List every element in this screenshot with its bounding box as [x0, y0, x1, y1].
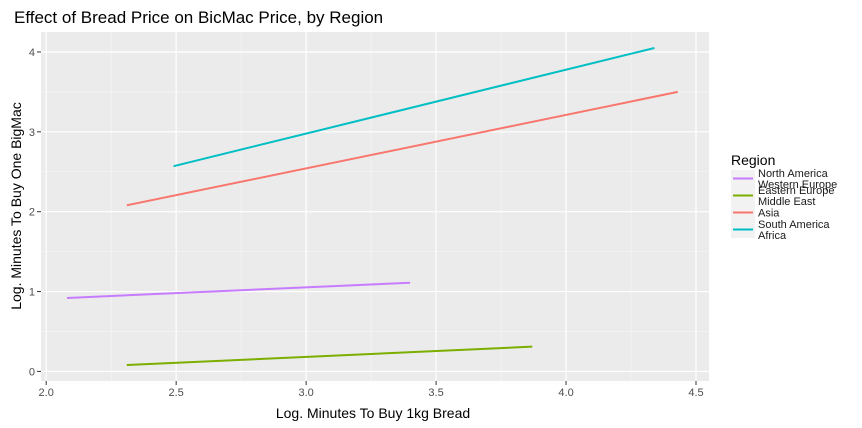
series-line — [173, 47, 655, 168]
x-tick-label: 4.0 — [558, 387, 573, 399]
legend-label: South America Africa — [758, 219, 830, 242]
legend-label: Eastern Europe Middle East — [758, 185, 834, 208]
plot-panel — [41, 32, 709, 381]
y-tick-label: 3 — [29, 127, 35, 139]
x-tick-label: 2.5 — [169, 387, 184, 399]
x-tick-label: 2.0 — [39, 387, 54, 399]
x-tick-label: 3.5 — [428, 387, 443, 399]
minor-gridlines — [41, 32, 709, 381]
y-tick-label: 1 — [29, 287, 35, 299]
y-axis-title: Log. Minutes To Buy One BigMac — [8, 102, 24, 310]
y-tick-label: 2 — [29, 207, 35, 219]
x-tick-label: 3.0 — [298, 387, 313, 399]
series-lines — [66, 47, 679, 367]
legend-label: Asia — [758, 208, 780, 220]
legend-label: North America Western Europe — [758, 168, 837, 191]
y-axis-ticks: 0 1 2 3 4 — [29, 47, 41, 378]
series-line — [126, 345, 533, 367]
series-line — [126, 90, 679, 207]
major-gridlines — [41, 32, 709, 381]
x-axis-ticks: 2.0 2.5 3.0 3.5 4.0 4.5 — [39, 381, 704, 399]
x-axis-title: Log. Minutes To Buy 1kg Bread — [276, 405, 470, 421]
series-line — [66, 281, 411, 299]
legend-title: Region — [731, 152, 775, 168]
y-tick-label: 4 — [29, 47, 35, 59]
x-tick-label: 4.5 — [688, 387, 703, 399]
y-tick-label: 0 — [29, 366, 35, 378]
legend: Region North America Western EuropeEaster… — [731, 152, 837, 242]
chart-title: Effect of Bread Price on BicMac Price, b… — [14, 8, 383, 27]
